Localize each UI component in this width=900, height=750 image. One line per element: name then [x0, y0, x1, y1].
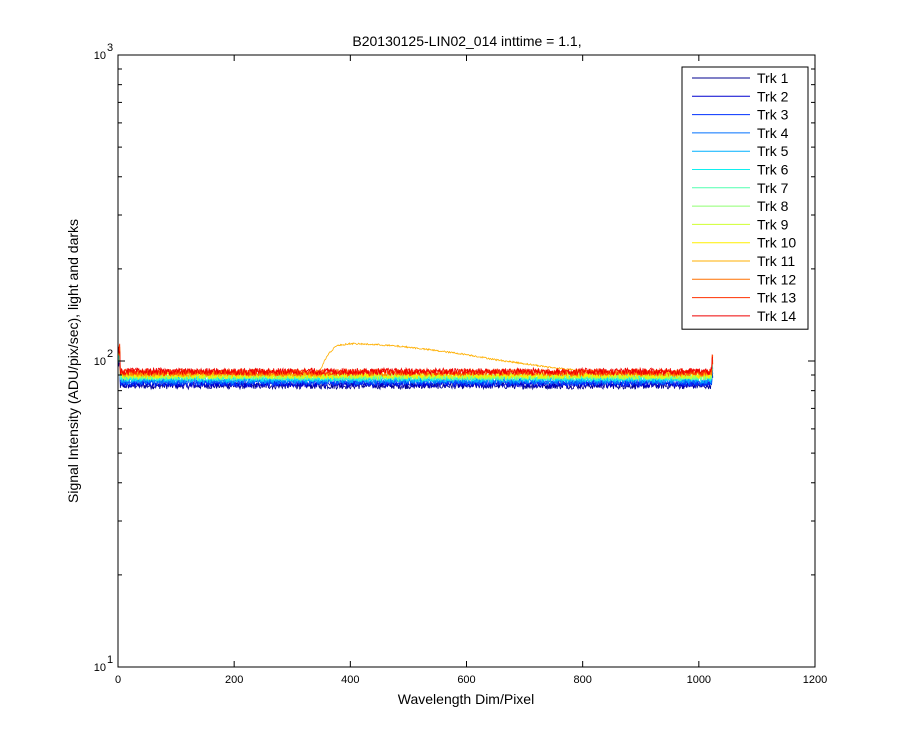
legend-entry-label: Trk 10 — [757, 235, 796, 251]
legend-entry-label: Trk 4 — [757, 125, 789, 141]
legend-entry-label: Trk 7 — [757, 180, 789, 196]
y-axis-label: Signal Intensity (ADU/pix/sec), light an… — [65, 219, 81, 503]
legend-entry-label: Trk 13 — [757, 290, 796, 306]
legend-box — [681, 66, 809, 330]
y-tick-label-exponent: 3 — [107, 42, 113, 54]
legend-entry-label: Trk 5 — [757, 143, 789, 159]
legend-entry-label: Trk 11 — [757, 253, 795, 269]
legend: Trk 1 Trk 2 Trk 3 Trk 4 Trk 5 Trk 6 Trk 7 Trk 8… — [681, 66, 809, 330]
x-tick-label: 0 — [115, 674, 121, 686]
x-tick-label: 600 — [457, 674, 475, 686]
legend-entry-label: Trk 14 — [757, 308, 796, 324]
x-tick-label: 400 — [341, 674, 359, 686]
y-tick-label-exponent: 1 — [107, 654, 113, 666]
x-axis-label: Wavelength Dim/Pixel — [398, 691, 534, 707]
plot-area — [118, 342, 714, 391]
legend-entry-label: Trk 2 — [757, 88, 789, 104]
legend-entry-label: Trk 6 — [757, 162, 789, 178]
x-tick-label: 1000 — [687, 674, 711, 686]
x-tick-label: 200 — [225, 674, 243, 686]
legend-entry-label: Trk 9 — [757, 216, 789, 232]
legend-entry-label: Trk 1 — [757, 70, 789, 86]
y-tick-label-base: 10 — [94, 662, 106, 674]
x-tick-label: 800 — [573, 674, 591, 686]
y-tick-label-base: 10 — [94, 356, 106, 368]
x-tick-label: 1200 — [803, 674, 827, 686]
series-line-14 — [118, 346, 714, 377]
legend-entry-label: Trk 12 — [757, 271, 796, 287]
legend-entry-label: Trk 8 — [757, 198, 789, 214]
chart-title: B20130125-LIN02_014 inttime = 1.1, — [352, 33, 581, 49]
legend-entry-label: Trk 3 — [757, 107, 789, 123]
y-tick-label-exponent: 2 — [107, 348, 113, 360]
y-tick-label-base: 10 — [94, 50, 106, 62]
